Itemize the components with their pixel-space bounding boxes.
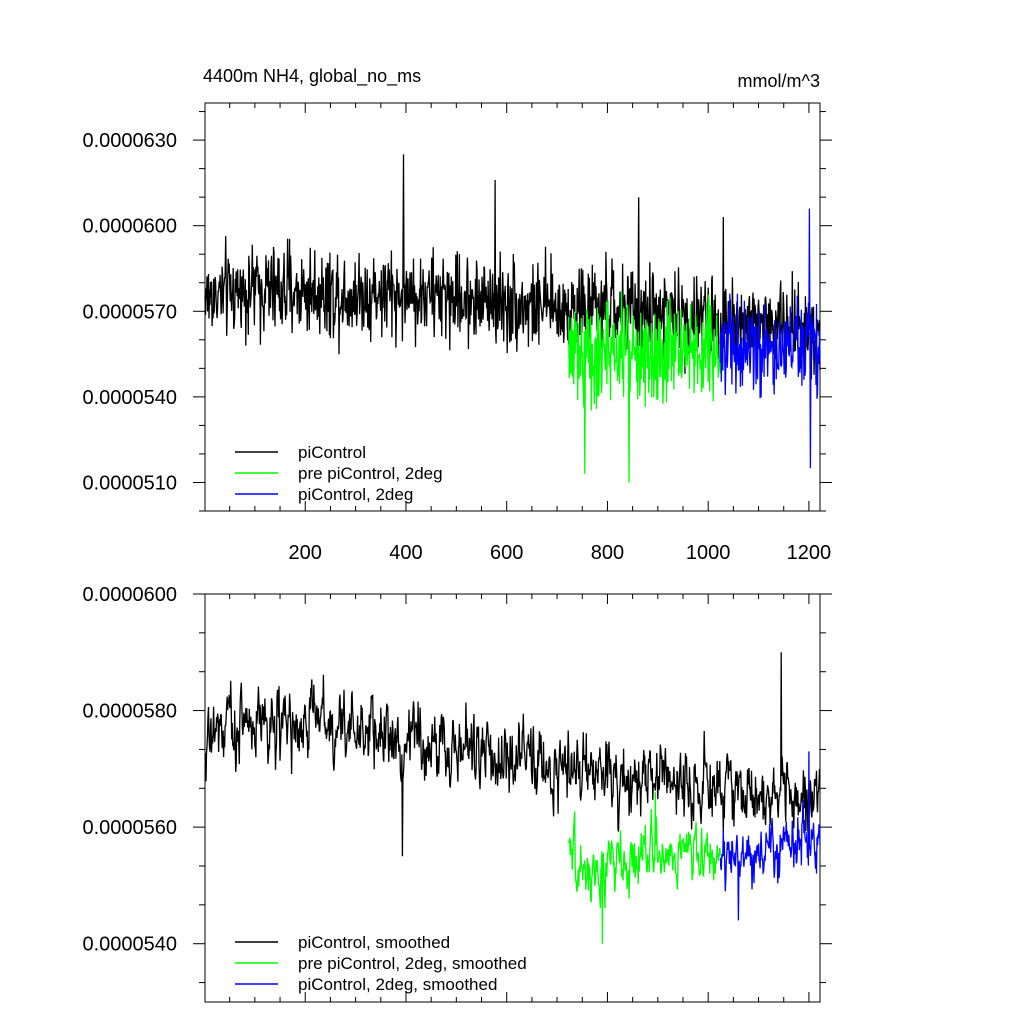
bottom-series-group <box>204 652 821 944</box>
series-line <box>568 792 721 944</box>
x-tick-label: 800 <box>591 542 624 564</box>
y-tick-label: 0.0000580 <box>82 701 177 723</box>
top-panel: 4400m NH4, global_no_ms mmol/m^3 200 400 6… <box>82 66 832 564</box>
bottom-axes: 0.0000540 0.0000560 0.0000580 0.0000600 <box>82 584 832 1003</box>
y-tick-label: 0.0000560 <box>82 817 177 839</box>
legend-label: piControl, 2deg <box>298 485 413 504</box>
y-tick-label: 0.0000540 <box>82 934 177 956</box>
legend-label: piControl, smoothed <box>298 933 450 952</box>
y-tick-label: 0.0000600 <box>82 216 177 238</box>
plot-frame <box>204 593 821 1003</box>
series-line <box>204 652 821 857</box>
y-tick-label: 0.0000600 <box>82 584 177 606</box>
x-tick-label: 1000 <box>686 542 731 564</box>
legend-label: pre piControl, 2deg, smoothed <box>298 954 527 973</box>
bottom-legend: piControl, smoothed pre piControl, 2deg, … <box>235 933 527 994</box>
top-axes: 200 400 600 800 1000 1200 0.0000510 0.0000540 0.… <box>82 102 832 564</box>
legend-label: piControl <box>298 443 366 462</box>
series-line <box>719 208 821 469</box>
x-tick-label: 1200 <box>787 542 832 564</box>
y-tick-label: 0.0000510 <box>82 472 177 494</box>
top-legend: piControl pre piControl, 2deg piControl, 2… <box>235 443 443 504</box>
chart-title: 4400m NH4, global_no_ms <box>203 66 421 87</box>
y-tick-label: 0.0000540 <box>82 387 177 409</box>
x-tick-label: 400 <box>389 542 422 564</box>
series-line <box>719 751 821 921</box>
legend-label: pre piControl, 2deg <box>298 464 443 483</box>
series-line <box>568 290 721 483</box>
top-series-group <box>204 154 821 483</box>
legend-label: piControl, 2deg, smoothed <box>298 975 497 994</box>
x-tick-label: 200 <box>289 542 322 564</box>
y-tick-label: 0.0000630 <box>82 130 177 152</box>
bottom-panel: 0.0000540 0.0000560 0.0000580 0.0000600 piC… <box>82 584 832 1003</box>
units-label: mmol/m^3 <box>738 71 820 91</box>
x-tick-label: 600 <box>490 542 523 564</box>
y-tick-label: 0.0000570 <box>82 301 177 323</box>
